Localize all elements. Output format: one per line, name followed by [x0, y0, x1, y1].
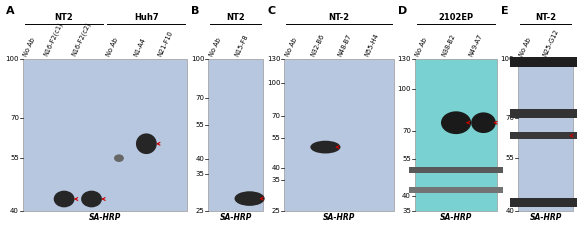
- Ellipse shape: [310, 141, 340, 153]
- Text: 40: 40: [10, 208, 19, 214]
- Text: 70: 70: [402, 128, 411, 134]
- Bar: [23, 59, 188, 211]
- Text: N49-A7: N49-A7: [468, 33, 484, 57]
- Text: 70: 70: [271, 113, 280, 119]
- Text: 55: 55: [196, 122, 204, 128]
- Text: No Ab: No Ab: [518, 36, 532, 57]
- Bar: [208, 59, 263, 211]
- Text: 100: 100: [398, 86, 411, 92]
- Text: No Ab: No Ab: [415, 36, 429, 57]
- Bar: [410, 167, 448, 173]
- Text: 100: 100: [501, 56, 514, 62]
- Text: No Ab: No Ab: [284, 36, 298, 57]
- Text: N48-B7: N48-B7: [337, 33, 353, 57]
- Text: N25-G12: N25-G12: [541, 28, 559, 57]
- Bar: [464, 167, 503, 173]
- Text: D: D: [398, 6, 407, 16]
- Text: 40: 40: [271, 165, 280, 171]
- Text: 55: 55: [272, 135, 280, 141]
- Text: 55: 55: [10, 155, 19, 161]
- Ellipse shape: [114, 154, 124, 162]
- Text: 55: 55: [402, 156, 411, 162]
- Ellipse shape: [471, 112, 496, 133]
- Bar: [537, 198, 577, 207]
- Text: SA-HRP: SA-HRP: [530, 213, 562, 222]
- Text: 40: 40: [505, 208, 514, 214]
- Bar: [510, 57, 554, 67]
- Bar: [415, 59, 497, 211]
- Ellipse shape: [441, 111, 471, 134]
- Text: 2102EP: 2102EP: [439, 13, 474, 22]
- Text: NT2: NT2: [227, 13, 245, 22]
- Text: E: E: [501, 6, 509, 16]
- Bar: [464, 187, 503, 193]
- Text: N55-H4: N55-H4: [364, 32, 380, 57]
- Bar: [410, 187, 448, 193]
- Text: SA-HRP: SA-HRP: [89, 213, 121, 222]
- Bar: [537, 109, 577, 118]
- Ellipse shape: [81, 191, 102, 207]
- Ellipse shape: [136, 134, 157, 154]
- Text: Huh7: Huh7: [134, 13, 159, 22]
- Text: SA-HRP: SA-HRP: [220, 213, 252, 222]
- Text: NT-2: NT-2: [535, 13, 556, 22]
- Text: N15-F8: N15-F8: [234, 33, 250, 57]
- Text: SA-HRP: SA-HRP: [323, 213, 355, 222]
- Bar: [510, 198, 554, 207]
- Bar: [518, 59, 573, 211]
- Bar: [437, 187, 475, 193]
- Ellipse shape: [234, 191, 265, 206]
- Text: B: B: [192, 6, 200, 16]
- Text: 55: 55: [505, 155, 514, 161]
- Bar: [510, 132, 554, 139]
- Text: SA-HRP: SA-HRP: [440, 213, 472, 222]
- Text: A: A: [6, 6, 14, 16]
- Text: 70: 70: [196, 95, 204, 101]
- Text: N21-F10: N21-F10: [156, 29, 174, 57]
- Bar: [537, 132, 577, 139]
- Text: No Ab: No Ab: [208, 36, 222, 57]
- Text: N32-B6: N32-B6: [310, 33, 325, 57]
- Text: 70: 70: [505, 115, 514, 121]
- Text: NT-2: NT-2: [328, 13, 350, 22]
- Text: 100: 100: [267, 80, 280, 86]
- Text: 25: 25: [196, 208, 204, 214]
- Text: 40: 40: [196, 156, 204, 162]
- Bar: [537, 57, 577, 67]
- Text: 130: 130: [398, 56, 411, 62]
- Bar: [437, 167, 475, 173]
- Text: 70: 70: [10, 115, 19, 121]
- Text: NT2: NT2: [55, 13, 73, 22]
- Text: 35: 35: [402, 208, 411, 214]
- Bar: [284, 59, 394, 211]
- Bar: [510, 109, 554, 118]
- Text: 25: 25: [272, 208, 280, 214]
- Text: 35: 35: [196, 171, 204, 177]
- Text: 130: 130: [267, 56, 280, 62]
- Ellipse shape: [54, 191, 74, 207]
- Text: N38-B2: N38-B2: [440, 33, 456, 57]
- Text: 35: 35: [271, 177, 280, 183]
- Text: 100: 100: [6, 56, 19, 62]
- Text: N16-F2(c1): N16-F2(c1): [43, 21, 64, 57]
- Text: N1-A4: N1-A4: [133, 36, 147, 57]
- Text: No Ab: No Ab: [23, 36, 37, 57]
- Text: 100: 100: [191, 56, 204, 62]
- Text: 40: 40: [402, 193, 411, 199]
- Text: N16-F2(c2): N16-F2(c2): [70, 21, 92, 57]
- Text: No Ab: No Ab: [105, 36, 119, 57]
- Text: C: C: [267, 6, 275, 16]
